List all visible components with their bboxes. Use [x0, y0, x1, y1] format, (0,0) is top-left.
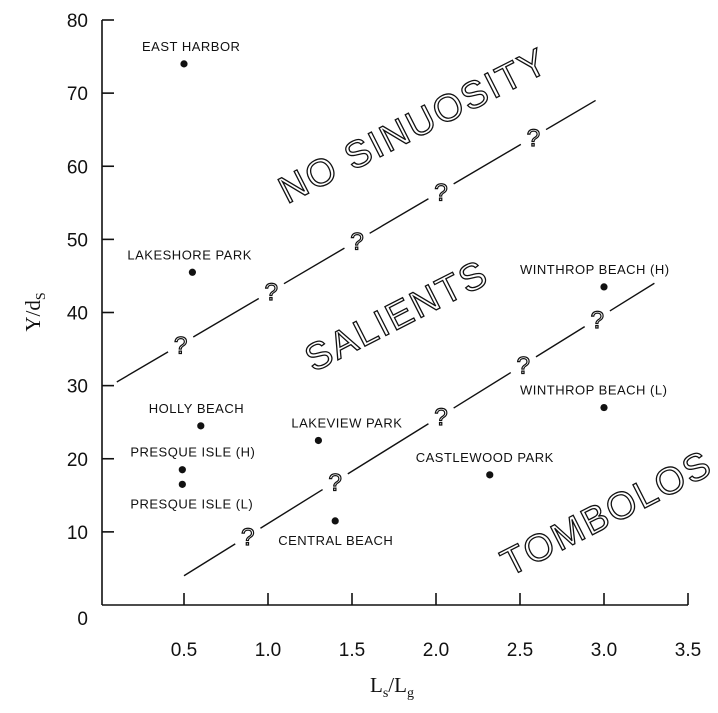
data-point: [600, 283, 608, 291]
boundary-segment: [609, 282, 655, 312]
boundary-segment: [183, 543, 236, 577]
data-point-label: CASTLEWOOD PARK: [416, 450, 554, 465]
boundary-segment: [347, 423, 429, 475]
y-tick-label: 70: [67, 84, 88, 105]
y-tick-label: 20: [67, 450, 88, 471]
data-point-label: CENTRAL BEACH: [278, 533, 393, 548]
question-mark: ?: [174, 332, 187, 359]
data-point: [180, 60, 188, 68]
boundary-segment: [453, 143, 522, 185]
data-point-label: PRESQUE ISLE (L): [130, 496, 253, 511]
question-mark: ?: [241, 524, 254, 551]
boundary-lines: ??????????: [116, 99, 655, 577]
x-tick-label: 3.0: [591, 640, 617, 661]
question-mark: ?: [329, 470, 342, 497]
question-mark: ?: [527, 125, 540, 152]
boundary-segment: [260, 488, 323, 529]
y-tick-label: 10: [67, 523, 88, 544]
boundary-segment: [192, 297, 260, 338]
boundary-segment: [453, 371, 512, 409]
question-mark: ?: [265, 279, 278, 306]
data-point-label: EAST HARBOR: [142, 39, 240, 54]
region-label: SALIENTS: [298, 252, 495, 380]
data-point: [486, 471, 494, 479]
data-point-label: HOLLY BEACH: [149, 401, 244, 416]
y-axis-label: Y/dS: [21, 292, 49, 331]
x-tick-label: 3.5: [675, 640, 701, 661]
data-point: [600, 403, 608, 412]
x-tick-label: 1.0: [255, 640, 281, 661]
boundary-segment: [535, 326, 586, 358]
y-tick-label: 0: [77, 609, 88, 630]
data-point-label: LAKESHORE PARK: [127, 247, 252, 262]
boundary-segment: [283, 247, 345, 285]
data-point: [197, 422, 205, 430]
y-tick-label: 30: [67, 377, 88, 398]
x-tick-label: 2.0: [423, 640, 449, 661]
data-point: [188, 268, 196, 276]
boundary-segment: [116, 351, 169, 383]
x-ticks: 0.5 1.0 1.5 2.0 2.5 3.0 3.5: [171, 593, 701, 661]
data-points: EAST HARBOR LAKESHORE PARK HOLLY BEACH LAKE…: [127, 39, 669, 548]
data-point: [314, 436, 322, 445]
boundary-segment: [545, 99, 596, 131]
y-tick-label: 80: [67, 11, 88, 32]
x-tick-label: 1.5: [339, 640, 365, 661]
data-point: [178, 466, 186, 474]
data-point-label: WINTHROP BEACH (H): [520, 262, 670, 277]
y-tick-label: 40: [67, 304, 88, 325]
x-tick-label: 2.5: [507, 640, 533, 661]
boundary-segment: [369, 198, 429, 234]
question-mark: ?: [434, 179, 447, 206]
region-label: NO SINUOSITY: [272, 40, 555, 212]
x-axis-label: Ls/Lg: [370, 673, 414, 701]
data-point-label: LAKEVIEW PARK: [291, 415, 402, 430]
x-tick-label: 0.5: [171, 640, 197, 661]
y-tick-label: 50: [67, 230, 88, 251]
y-tick-label: 60: [67, 157, 88, 178]
data-point-label: PRESQUE ISLE (H): [130, 445, 255, 460]
question-mark: ?: [517, 353, 530, 380]
data-point: [178, 480, 186, 488]
y-ticks: 0 10 20 30 40 50 60 70 80: [67, 11, 114, 630]
data-point: [331, 517, 339, 525]
data-point-label: WINTHROP BEACH (L): [520, 383, 667, 398]
question-mark: ?: [434, 404, 447, 431]
question-mark: ?: [591, 307, 604, 334]
question-mark: ?: [350, 229, 363, 256]
